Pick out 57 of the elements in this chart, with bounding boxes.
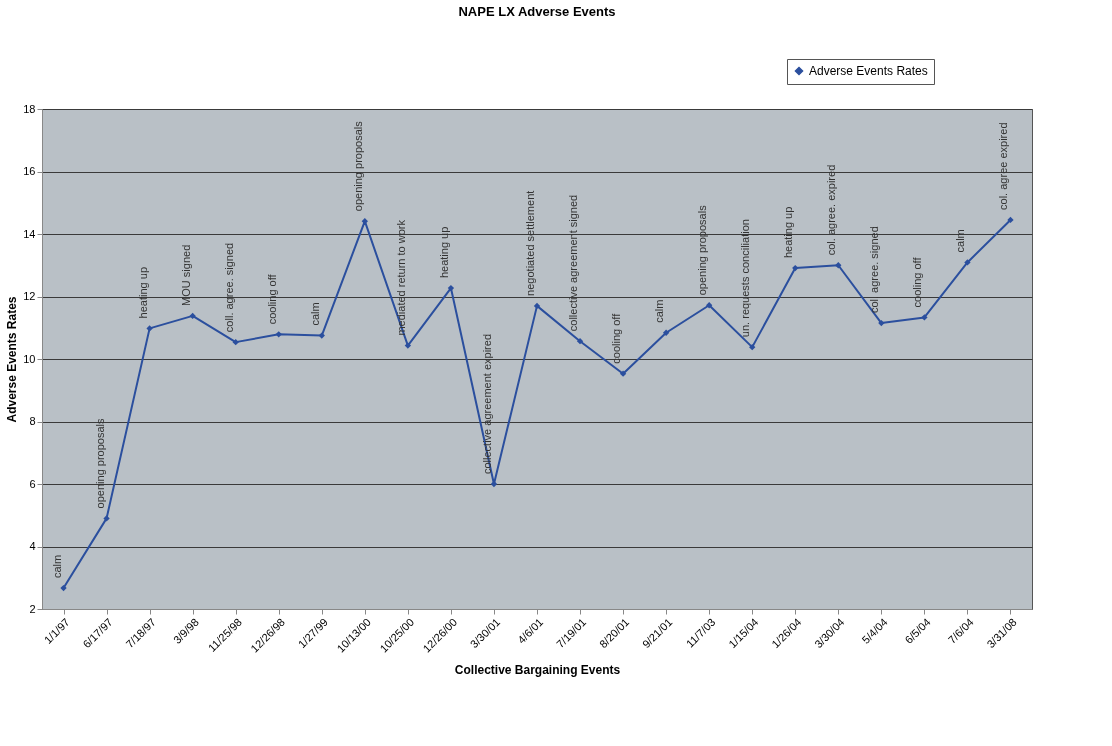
y-tick-label: 10 — [23, 352, 36, 365]
point — [318, 332, 325, 339]
y-tick-label: 16 — [23, 165, 36, 177]
annotation: heating up — [437, 226, 450, 279]
point — [576, 338, 584, 345]
annotation: heating up — [136, 266, 149, 319]
annotation: cooling off — [911, 256, 924, 308]
point — [146, 325, 153, 332]
annotation: collective agreement signed — [567, 194, 580, 332]
annotation: col. agree. signed — [868, 226, 881, 314]
annotation: collective agreement expired — [480, 333, 493, 474]
point — [447, 284, 455, 292]
point — [921, 314, 928, 321]
annotation: col. agree expired — [997, 122, 1010, 210]
point — [835, 262, 842, 269]
y-tick-label: 8 — [29, 415, 36, 427]
point — [533, 302, 541, 310]
annotation: coll. agree. signed — [222, 242, 235, 333]
annotation: cooling off — [265, 273, 278, 325]
point — [964, 259, 971, 266]
y-tick-label: 14 — [23, 227, 36, 240]
point — [60, 584, 67, 592]
annotation: calm — [50, 554, 63, 579]
point — [1007, 216, 1014, 224]
point — [189, 312, 196, 320]
y-tick-label: 2 — [29, 602, 36, 615]
annotation: negotiated settlement — [524, 190, 536, 296]
point — [619, 370, 627, 377]
annotation: mediated return to work — [394, 219, 407, 336]
y-tick-label: 12 — [23, 290, 36, 302]
point — [662, 329, 670, 336]
annotation: MOU signed — [179, 244, 192, 306]
point — [749, 343, 756, 351]
annotation: calm — [954, 229, 967, 253]
annotation: opening proposals — [696, 204, 709, 296]
annotation: calm — [308, 302, 321, 326]
annotation: opening proposals — [351, 120, 364, 212]
y-tick-label: 6 — [29, 477, 36, 490]
annotation: un. requests conciliation — [739, 219, 752, 338]
point — [275, 331, 282, 338]
y-tick-label: 4 — [29, 540, 36, 552]
chart-title: NAPE LX Adverse Events — [458, 3, 616, 19]
y-axis-title: Adverse Events Rates — [5, 296, 20, 423]
point — [404, 342, 412, 349]
y-tick-label: 18 — [23, 102, 36, 115]
point — [232, 338, 239, 346]
annotation: col. agree. expired — [825, 164, 838, 256]
x-axis-title: Collective Bargaining Events — [454, 662, 621, 677]
annotation: cooling off — [610, 312, 623, 364]
annotation: heating up — [782, 206, 795, 259]
annotation: calm — [653, 299, 666, 323]
point — [792, 264, 799, 272]
point — [878, 319, 885, 327]
point — [706, 302, 713, 309]
legend-label: Adverse Events Rates — [809, 64, 928, 78]
annotation: opening proposals — [93, 417, 106, 509]
point — [103, 515, 110, 522]
